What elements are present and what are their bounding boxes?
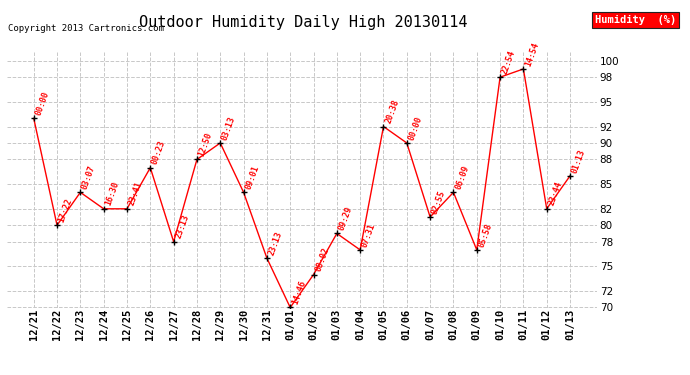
Text: 20:38: 20:38 (384, 98, 400, 125)
Text: 02:55: 02:55 (430, 189, 447, 215)
Text: 00:00: 00:00 (34, 90, 51, 117)
Text: 06:09: 06:09 (453, 164, 471, 191)
Text: 14:46: 14:46 (290, 279, 307, 306)
Text: 03:07: 03:07 (80, 164, 97, 191)
Text: 03:13: 03:13 (220, 115, 237, 141)
Text: 16:30: 16:30 (104, 181, 121, 207)
Text: 01:13: 01:13 (570, 148, 587, 174)
Text: 23:44: 23:44 (546, 181, 564, 207)
Text: 17:22: 17:22 (57, 197, 74, 223)
Text: 23:13: 23:13 (174, 213, 190, 240)
Text: 05:58: 05:58 (477, 222, 494, 248)
Text: 00:00: 00:00 (407, 115, 424, 141)
Text: 23:13: 23:13 (267, 230, 284, 256)
Text: 23:41: 23:41 (127, 181, 144, 207)
Text: 09:01: 09:01 (244, 164, 261, 191)
Text: Copyright 2013 Cartronics.com: Copyright 2013 Cartronics.com (8, 24, 164, 33)
Text: 14:54: 14:54 (524, 41, 540, 67)
Text: 22:54: 22:54 (500, 49, 517, 75)
Text: 12:50: 12:50 (197, 131, 214, 158)
Text: 08:02: 08:02 (313, 246, 331, 273)
Text: Humidity  (%): Humidity (%) (595, 15, 676, 25)
Text: Outdoor Humidity Daily High 20130114: Outdoor Humidity Daily High 20130114 (139, 15, 468, 30)
Text: 07:31: 07:31 (360, 222, 377, 248)
Text: 09:29: 09:29 (337, 205, 354, 232)
Text: 00:23: 00:23 (150, 140, 167, 166)
